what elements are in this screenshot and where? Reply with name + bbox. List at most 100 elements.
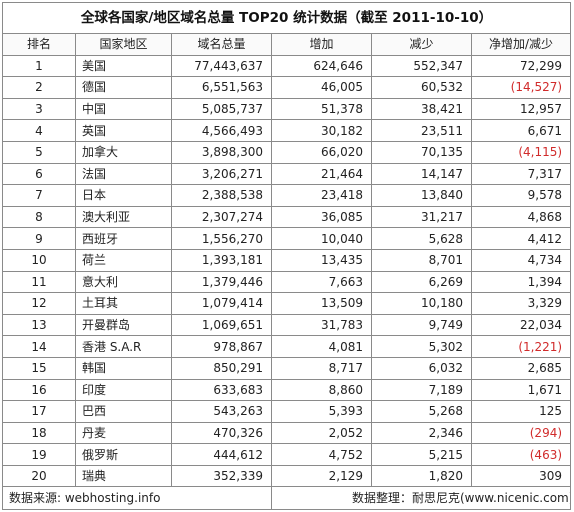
cell-net: 4,734 <box>470 248 572 272</box>
cell-removed: 5,628 <box>371 227 472 250</box>
cell-removed: 38,421 <box>371 97 472 121</box>
cell-rank: 15 <box>2 356 76 380</box>
cell-net: (1,221) <box>470 335 572 358</box>
cell-country: 加拿大 <box>75 140 172 164</box>
cell-country: 法国 <box>75 162 172 186</box>
cell-removed: 9,749 <box>371 313 472 337</box>
cell-total: 2,307,274 <box>171 205 272 229</box>
cell-removed: 7,189 <box>371 378 472 402</box>
cell-added: 23,418 <box>271 184 372 207</box>
cell-removed: 13,840 <box>371 184 472 207</box>
cell-net: 4,868 <box>470 205 572 229</box>
cell-net: 72,299 <box>470 54 572 78</box>
cell-rank: 2 <box>2 76 76 99</box>
cell-net: 9,578 <box>470 184 572 207</box>
cell-rank: 4 <box>2 119 76 142</box>
cell-net: (4,115) <box>470 140 572 164</box>
cell-total: 3,898,300 <box>171 140 272 164</box>
cell-total: 1,379,446 <box>171 270 272 294</box>
table-row: 19 俄罗斯 444,612 4,752 5,215 (463) <box>2 443 572 466</box>
cell-country: 开曼群岛 <box>75 313 172 337</box>
table-body: 1 美国 77,443,637 624,646 552,347 72,299 2 德国 6,55… <box>2 54 572 488</box>
cell-total: 2,388,538 <box>171 184 272 207</box>
cell-total: 5,085,737 <box>171 97 272 121</box>
cell-rank: 6 <box>2 162 76 186</box>
cell-total: 1,069,651 <box>171 313 272 337</box>
cell-added: 5,393 <box>271 400 372 423</box>
cell-removed: 10,180 <box>371 292 472 315</box>
cell-removed: 5,215 <box>371 443 472 466</box>
cell-added: 624,646 <box>271 54 372 78</box>
table-row: 18 丹麦 470,326 2,052 2,346 (294) <box>2 421 572 445</box>
cell-total: 850,291 <box>171 356 272 380</box>
cell-total: 6,551,563 <box>171 76 272 99</box>
cell-country: 瑞典 <box>75 464 172 488</box>
cell-added: 2,129 <box>271 464 372 488</box>
cell-added: 4,752 <box>271 443 372 466</box>
cell-removed: 14,147 <box>371 162 472 186</box>
table-row: 3 中国 5,085,737 51,378 38,421 12,957 <box>2 97 572 121</box>
cell-removed: 8,701 <box>371 248 472 272</box>
cell-country: 德国 <box>75 76 172 99</box>
cell-country: 美国 <box>75 54 172 78</box>
cell-country: 印度 <box>75 378 172 402</box>
cell-net: 22,034 <box>470 313 572 337</box>
cell-rank: 17 <box>2 400 76 423</box>
cell-net: 7,317 <box>470 162 572 186</box>
table-row: 1 美国 77,443,637 624,646 552,347 72,299 <box>2 54 572 78</box>
table-row: 4 英国 4,566,493 30,182 23,511 6,671 <box>2 119 572 142</box>
header-row: 排名 国家地区 域名总量 增加 减少 净增加/减少 <box>2 33 572 56</box>
table-row: 5 加拿大 3,898,300 66,020 70,135 (4,115) <box>2 140 572 164</box>
cell-total: 633,683 <box>171 378 272 402</box>
cell-added: 36,085 <box>271 205 372 229</box>
cell-removed: 5,268 <box>371 400 472 423</box>
cell-added: 13,509 <box>271 292 372 315</box>
cell-net: (294) <box>470 421 572 445</box>
header-country: 国家地区 <box>75 33 172 56</box>
table-row: 9 西班牙 1,556,270 10,040 5,628 4,412 <box>2 227 572 250</box>
cell-removed: 70,135 <box>371 140 472 164</box>
cell-country: 韩国 <box>75 356 172 380</box>
cell-country: 俄罗斯 <box>75 443 172 466</box>
cell-removed: 31,217 <box>371 205 472 229</box>
cell-country: 日本 <box>75 184 172 207</box>
header-total: 域名总量 <box>171 33 272 56</box>
cell-total: 1,393,181 <box>171 248 272 272</box>
cell-rank: 16 <box>2 378 76 402</box>
cell-total: 77,443,637 <box>171 54 272 78</box>
header-added: 增加 <box>271 33 372 56</box>
cell-country: 土耳其 <box>75 292 172 315</box>
cell-rank: 5 <box>2 140 76 164</box>
footer-source: 数据来源: webhosting.info <box>2 486 272 511</box>
cell-total: 1,556,270 <box>171 227 272 250</box>
cell-added: 31,783 <box>271 313 372 337</box>
cell-removed: 552,347 <box>371 54 472 78</box>
cell-total: 444,612 <box>171 443 272 466</box>
cell-net: (463) <box>470 443 572 466</box>
table-row: 12 土耳其 1,079,414 13,509 10,180 3,329 <box>2 292 572 315</box>
cell-rank: 7 <box>2 184 76 207</box>
cell-country: 巴西 <box>75 400 172 423</box>
cell-country: 英国 <box>75 119 172 142</box>
cell-added: 8,860 <box>271 378 372 402</box>
cell-rank: 19 <box>2 443 76 466</box>
table-row: 15 韩国 850,291 8,717 6,032 2,685 <box>2 356 572 380</box>
table-row: 14 香港 S.A.R 978,867 4,081 5,302 (1,221) <box>2 335 572 358</box>
cell-rank: 20 <box>2 464 76 488</box>
cell-rank: 3 <box>2 97 76 121</box>
cell-net: 6,671 <box>470 119 572 142</box>
cell-added: 21,464 <box>271 162 372 186</box>
cell-added: 51,378 <box>271 97 372 121</box>
cell-net: 2,685 <box>470 356 572 380</box>
cell-net: 309 <box>470 464 572 488</box>
cell-rank: 14 <box>2 335 76 358</box>
table-row: 6 法国 3,206,271 21,464 14,147 7,317 <box>2 162 572 186</box>
cell-total: 3,206,271 <box>171 162 272 186</box>
cell-country: 意大利 <box>75 270 172 294</box>
cell-added: 30,182 <box>271 119 372 142</box>
cell-removed: 6,032 <box>371 356 472 380</box>
header-rank: 排名 <box>2 33 76 56</box>
cell-rank: 11 <box>2 270 76 294</box>
